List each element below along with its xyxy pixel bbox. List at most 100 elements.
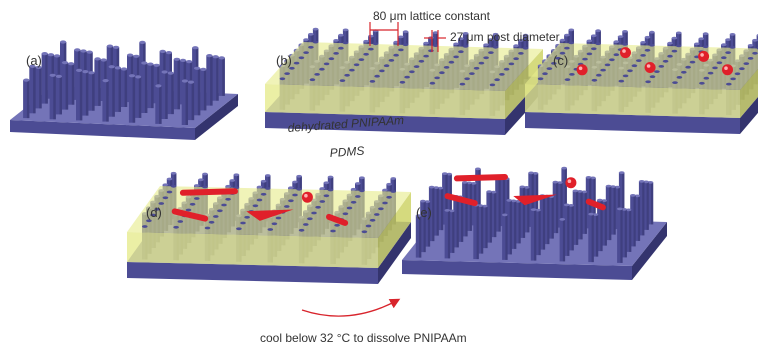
post — [568, 205, 574, 251]
post — [610, 186, 616, 235]
post-shade — [92, 72, 95, 111]
post-tip — [672, 81, 678, 84]
post-tip — [464, 77, 470, 81]
post — [86, 52, 93, 91]
post-tip — [355, 195, 361, 198]
post-tip — [154, 207, 160, 211]
post-top — [535, 208, 541, 212]
post-top — [462, 181, 468, 184]
post-tip — [483, 56, 489, 60]
post-top — [198, 178, 204, 182]
post-diameter-dimension — [424, 30, 446, 52]
post — [647, 182, 654, 225]
post-top — [94, 57, 101, 61]
hydrogel-side-face — [378, 192, 411, 268]
post-tip — [185, 208, 192, 212]
post-top — [595, 29, 601, 33]
post-tip — [649, 75, 656, 79]
post-top — [127, 53, 134, 57]
post-tip — [537, 77, 544, 81]
post-top — [563, 203, 570, 207]
post-shade — [633, 195, 636, 247]
post-top — [590, 176, 596, 180]
post-tip — [596, 73, 602, 77]
post — [597, 200, 603, 252]
red-particle-highlight — [700, 53, 704, 57]
post-tip — [676, 44, 682, 48]
post-tip — [613, 53, 620, 57]
post-top — [76, 68, 83, 72]
post-top — [523, 186, 530, 189]
post-top — [100, 58, 107, 62]
post-top — [513, 44, 519, 48]
post-tip — [432, 44, 439, 47]
post-tip — [503, 67, 510, 71]
post-tip — [458, 50, 464, 54]
post-top — [88, 71, 95, 75]
post-tip — [308, 45, 314, 49]
post-top — [192, 46, 199, 50]
post-shade — [620, 208, 623, 263]
post-shade — [432, 187, 435, 242]
post-tip — [627, 69, 633, 73]
post-top — [640, 41, 646, 44]
post-top — [303, 38, 309, 41]
post-tip — [204, 226, 211, 230]
post-shade — [613, 186, 616, 235]
red-particle — [301, 191, 313, 203]
post-tip — [522, 46, 529, 50]
post-tip — [564, 78, 571, 81]
post-tip — [747, 57, 754, 60]
post-tip — [689, 60, 696, 64]
panel-label-c: (c) — [553, 53, 568, 68]
post-top — [368, 34, 374, 38]
post-tip — [173, 225, 179, 229]
post-top — [47, 53, 55, 57]
post-top — [725, 38, 731, 41]
post-top — [614, 185, 621, 189]
post — [462, 182, 468, 237]
post-top — [53, 54, 61, 58]
post — [539, 195, 546, 250]
post-top — [625, 208, 632, 212]
post-shade — [427, 201, 431, 247]
post-tip — [622, 74, 629, 78]
post — [108, 66, 115, 117]
post-tip — [721, 56, 727, 60]
post-tip — [284, 205, 290, 208]
post-top — [61, 61, 69, 65]
post-shade — [642, 181, 645, 236]
post — [601, 200, 607, 246]
post-tip — [202, 185, 208, 189]
post-shade — [580, 191, 583, 240]
post-shade — [33, 66, 36, 114]
post-top — [444, 209, 451, 212]
post-top — [112, 45, 120, 49]
post-tip — [640, 54, 646, 57]
post-tip — [374, 213, 380, 216]
post-top — [475, 167, 481, 171]
post-top — [591, 34, 597, 38]
red-particle-highlight — [724, 66, 728, 70]
red-particle — [565, 177, 577, 189]
post-top — [159, 49, 166, 54]
post-tip — [363, 52, 369, 56]
red-particle — [576, 64, 588, 76]
post-tip — [409, 70, 415, 74]
post-tip — [244, 215, 250, 219]
post — [173, 59, 180, 110]
post-shade — [222, 57, 225, 96]
post-tip — [423, 54, 429, 58]
post-top — [621, 208, 627, 211]
post-tip — [671, 49, 678, 53]
post-tip — [443, 66, 450, 69]
post-tip — [459, 82, 466, 86]
post-top — [428, 185, 435, 189]
post — [141, 63, 148, 113]
post — [420, 201, 426, 253]
post-tip — [448, 60, 455, 64]
post — [630, 195, 636, 247]
post — [502, 214, 508, 260]
post-top — [120, 67, 128, 71]
